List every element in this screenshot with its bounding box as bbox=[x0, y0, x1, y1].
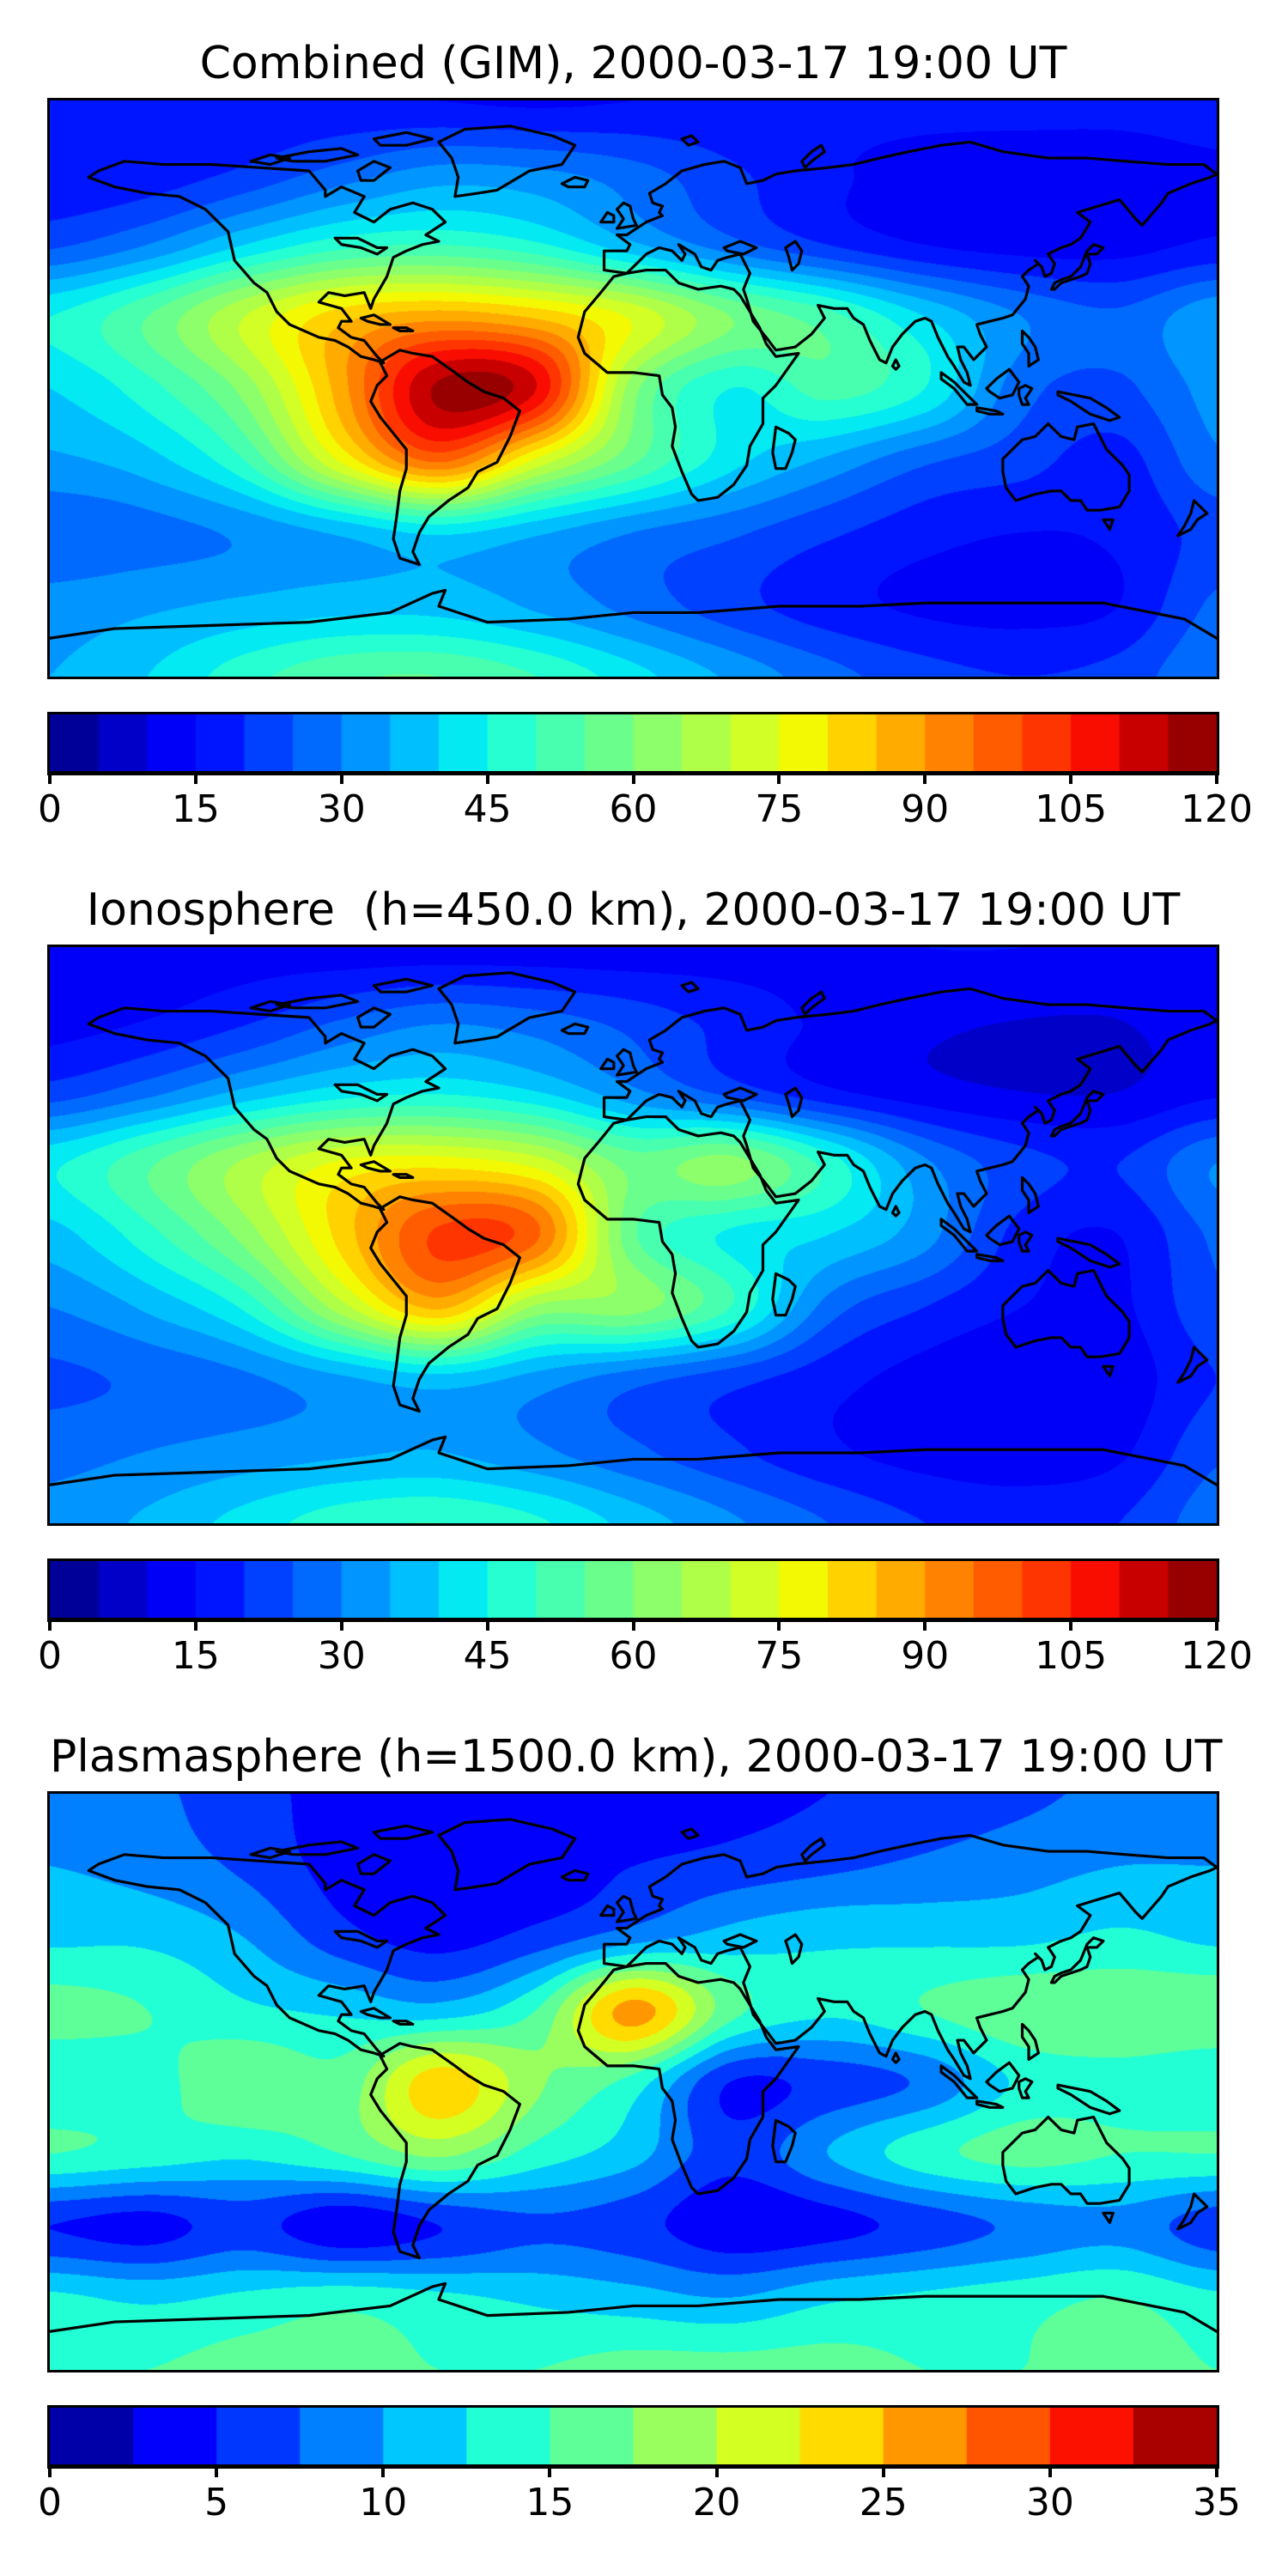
coastlines-overlay bbox=[50, 1818, 1217, 2333]
colorbar-tick-label: 5 bbox=[204, 2481, 229, 2524]
colorbar-tick-mark bbox=[193, 1618, 197, 1631]
panel-combined-gim: Combined (GIM), 2000-03-17 19:00 UT 0 15 3… bbox=[38, 0, 1253, 848]
colorbar-tick-label: 30 bbox=[317, 787, 366, 831]
colorbar-tick-label: 120 bbox=[1181, 787, 1253, 831]
colorbar-tick-label: 0 bbox=[38, 1634, 62, 1678]
colorbar-canvas bbox=[50, 1561, 1217, 1618]
panel-title: Ionosphere (h=450.0 km), 2000-03-17 19:0… bbox=[86, 884, 1181, 936]
colorbar-tick-label: 15 bbox=[526, 2481, 574, 2524]
colorbar-tick-mark bbox=[48, 771, 52, 784]
map-plot-ionosphere bbox=[47, 945, 1219, 1526]
colorbar-axis: 0 5 10 15 20 25 30 35 bbox=[38, 2464, 1241, 2542]
colorbar-tick-label: 120 bbox=[1181, 1634, 1253, 1678]
panel-plasmasphere: Plasmasphere (h=1500.0 km), 2000-03-17 1… bbox=[38, 1693, 1241, 2542]
colorbar-tick-mark bbox=[485, 771, 489, 784]
colorbar-tick-label: 60 bbox=[609, 1634, 658, 1678]
colorbar-tick-label: 15 bbox=[171, 1634, 220, 1678]
colorbar-tick-label: 30 bbox=[1025, 2481, 1074, 2524]
colorbar-tick-label: 0 bbox=[38, 787, 62, 831]
contour-field-canvas bbox=[50, 947, 1217, 1523]
colorbar-tick-label: 20 bbox=[692, 2481, 741, 2524]
colorbar-tick-mark bbox=[215, 2464, 219, 2477]
colorbar-tick-label: 45 bbox=[463, 787, 512, 831]
colorbar-tick-mark bbox=[631, 1618, 635, 1631]
colorbar-tick-mark bbox=[1048, 2464, 1052, 2477]
colorbar-tick-mark bbox=[193, 771, 197, 784]
colorbar-tick-label: 10 bbox=[359, 2481, 408, 2524]
colorbar-tick-mark bbox=[881, 2464, 885, 2477]
panel-title: Combined (GIM), 2000-03-17 19:00 UT bbox=[199, 38, 1067, 89]
colorbar-plasmasphere bbox=[47, 2405, 1219, 2469]
colorbar-tick-label: 105 bbox=[1035, 1634, 1108, 1678]
contour-field-canvas bbox=[50, 100, 1217, 677]
colorbar-tick-label: 35 bbox=[1193, 2481, 1241, 2524]
colorbar-tick-mark bbox=[381, 2464, 386, 2477]
coastlines-overlay bbox=[50, 125, 1217, 640]
colorbar-tick-mark bbox=[48, 1618, 52, 1631]
colorbar-tick-mark bbox=[1215, 2464, 1218, 2477]
panel-ionosphere: Ionosphere (h=450.0 km), 2000-03-17 19:0… bbox=[38, 847, 1253, 1695]
colorbar-tick-mark bbox=[631, 771, 635, 784]
coastline-path bbox=[50, 125, 1217, 640]
colorbar-tick-label: 15 bbox=[171, 787, 220, 831]
colorbar-tick-label: 90 bbox=[901, 787, 950, 831]
colorbar-tick-label: 30 bbox=[317, 1634, 366, 1678]
colorbar-tick-mark bbox=[1069, 771, 1073, 784]
contour-field-canvas bbox=[50, 1794, 1217, 2370]
colorbar-canvas bbox=[50, 714, 1217, 771]
colorbar-tick-mark bbox=[923, 771, 927, 784]
colorbar-tick-mark bbox=[48, 2464, 52, 2477]
coastline-path bbox=[50, 971, 1217, 1486]
colorbar-ionosphere bbox=[47, 1558, 1219, 1622]
colorbar-tick-mark bbox=[339, 771, 343, 784]
map-plot-combined bbox=[47, 98, 1219, 679]
colorbar-combined bbox=[47, 712, 1219, 775]
colorbar-tick-mark bbox=[1215, 771, 1218, 784]
coastline-path bbox=[50, 1818, 1217, 2333]
colorbar-tick-mark bbox=[777, 1618, 781, 1631]
colorbar-axis: 0 15 30 45 60 75 90 105 120 bbox=[38, 1618, 1253, 1695]
colorbar-tick-mark bbox=[339, 1618, 343, 1631]
colorbar-tick-label: 75 bbox=[755, 787, 804, 831]
colorbar-tick-label: 75 bbox=[755, 1634, 804, 1678]
colorbar-axis: 0 15 30 45 60 75 90 105 120 bbox=[38, 771, 1253, 848]
colorbar-tick-mark bbox=[548, 2464, 552, 2477]
panel-title: Plasmasphere (h=1500.0 km), 2000-03-17 1… bbox=[50, 1731, 1223, 1783]
colorbar-tick-mark bbox=[1215, 1618, 1218, 1631]
colorbar-tick-label: 105 bbox=[1035, 787, 1108, 831]
colorbar-canvas bbox=[50, 2408, 1217, 2464]
colorbar-tick-mark bbox=[923, 1618, 927, 1631]
colorbar-tick-mark bbox=[777, 771, 781, 784]
colorbar-tick-label: 0 bbox=[38, 2481, 62, 2524]
colorbar-tick-mark bbox=[1069, 1618, 1073, 1631]
colorbar-tick-label: 25 bbox=[859, 2481, 908, 2524]
colorbar-tick-label: 45 bbox=[463, 1634, 512, 1678]
colorbar-tick-label: 60 bbox=[609, 787, 658, 831]
coastlines-overlay bbox=[50, 971, 1217, 1486]
colorbar-tick-mark bbox=[714, 2464, 719, 2477]
map-plot-plasmasphere bbox=[47, 1791, 1219, 2372]
colorbar-tick-mark bbox=[485, 1618, 489, 1631]
colorbar-tick-label: 90 bbox=[901, 1634, 950, 1678]
